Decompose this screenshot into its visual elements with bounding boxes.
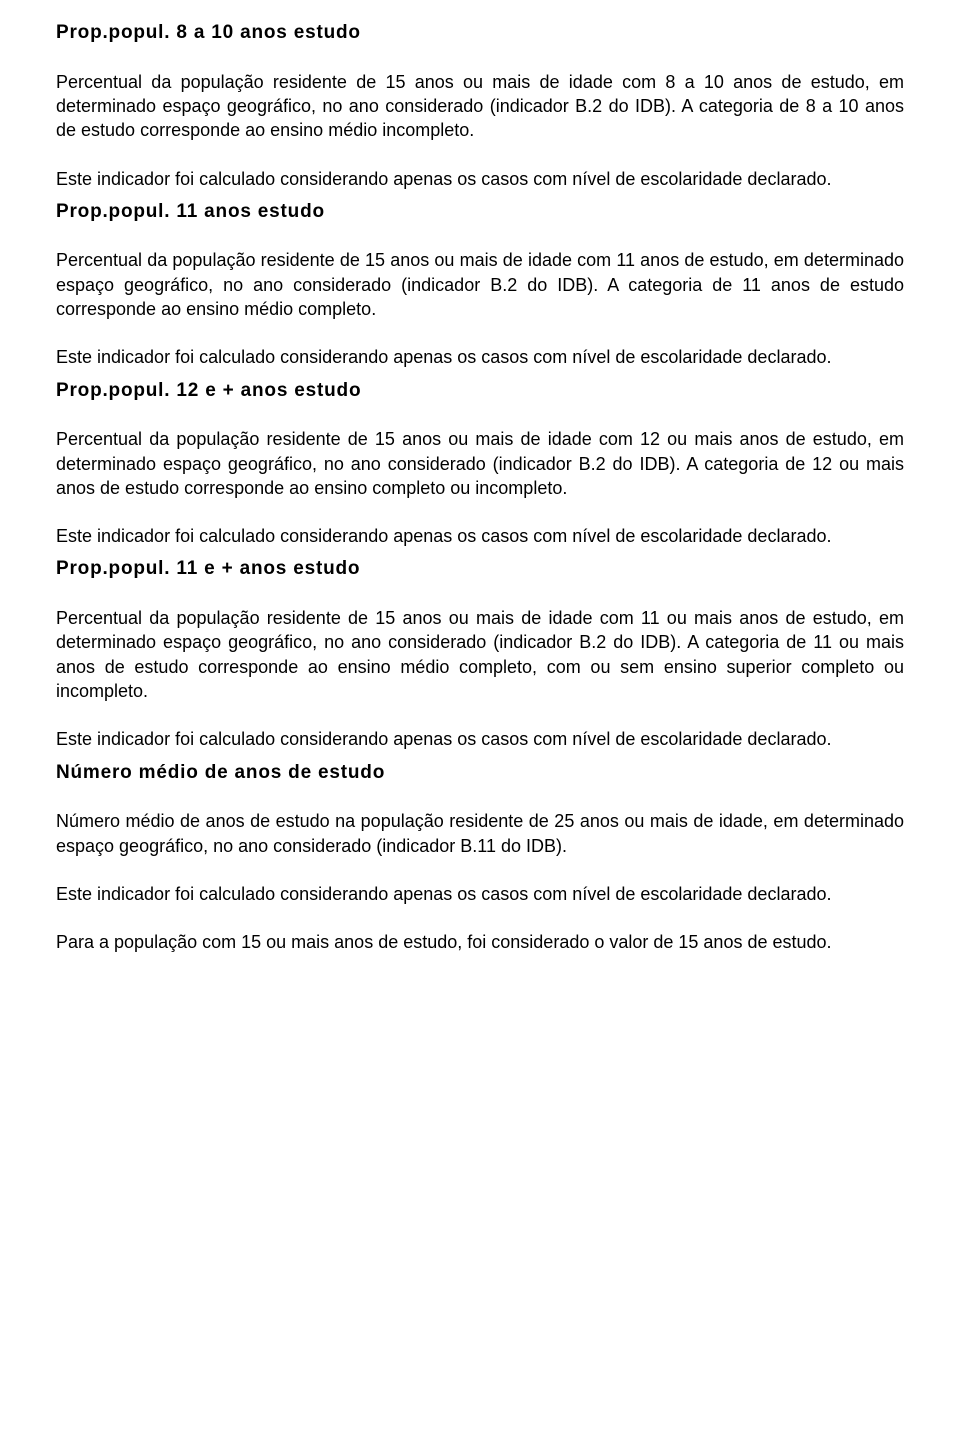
section-paragraph: Este indicador foi calculado considerand…	[56, 727, 904, 751]
section-paragraph: Percentual da população residente de 15 …	[56, 248, 904, 321]
section-11-mais-anos: Prop.popul. 11 e + anos estudo Percentua…	[56, 556, 904, 751]
section-heading: Número médio de anos de estudo	[56, 760, 904, 786]
section-paragraph: Percentual da população residente de 15 …	[56, 427, 904, 500]
section-11-anos: Prop.popul. 11 anos estudo Percentual da…	[56, 199, 904, 370]
section-paragraph: Percentual da população residente de 15 …	[56, 70, 904, 143]
section-paragraph: Número médio de anos de estudo na popula…	[56, 809, 904, 858]
section-paragraph: Percentual da população residente de 15 …	[56, 606, 904, 703]
section-heading: Prop.popul. 11 anos estudo	[56, 199, 904, 225]
section-paragraph: Para a população com 15 ou mais anos de …	[56, 930, 904, 954]
section-heading: Prop.popul. 12 e + anos estudo	[56, 378, 904, 404]
section-heading: Prop.popul. 8 a 10 anos estudo	[56, 20, 904, 46]
section-8-10-anos: Prop.popul. 8 a 10 anos estudo Percentua…	[56, 20, 904, 191]
section-paragraph: Este indicador foi calculado considerand…	[56, 524, 904, 548]
section-paragraph: Este indicador foi calculado considerand…	[56, 167, 904, 191]
section-heading: Prop.popul. 11 e + anos estudo	[56, 556, 904, 582]
section-numero-medio: Número médio de anos de estudo Número mé…	[56, 760, 904, 955]
section-12-mais-anos: Prop.popul. 12 e + anos estudo Percentua…	[56, 378, 904, 549]
section-paragraph: Este indicador foi calculado considerand…	[56, 882, 904, 906]
section-paragraph: Este indicador foi calculado considerand…	[56, 345, 904, 369]
